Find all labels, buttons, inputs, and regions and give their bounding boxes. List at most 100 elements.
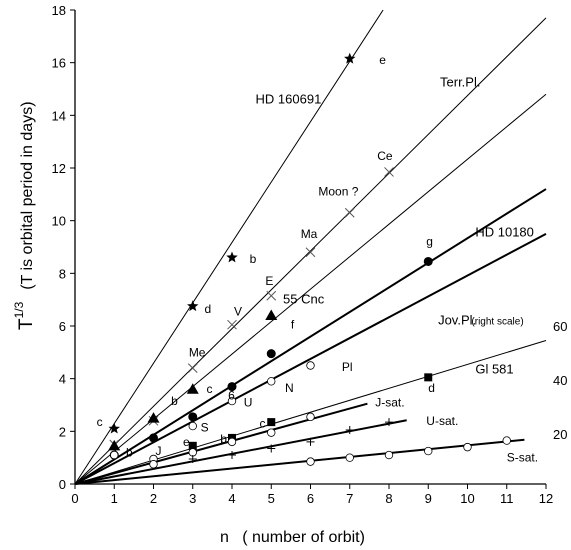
annotation-label: Me	[189, 345, 206, 359]
annotation-label: HD 160691	[256, 91, 322, 106]
circles-point	[188, 412, 198, 422]
annotation-label: Ma	[301, 227, 318, 241]
y-tick-label: 12	[52, 161, 66, 176]
open-circles-point	[267, 377, 276, 386]
x-tick-label: 1	[111, 491, 118, 506]
annotation-label: V	[234, 304, 242, 318]
y-axis-label: T1/3 (T is orbital period in days)	[12, 101, 37, 330]
plus-point	[385, 418, 393, 427]
y-axis-label-sup: 1/3	[12, 301, 26, 318]
annotation-label: 6	[228, 389, 235, 403]
circles-point	[266, 349, 276, 359]
annotation-label: 55 Cnc	[283, 292, 325, 307]
annotation-label: N	[285, 381, 294, 395]
plus-point	[267, 444, 276, 453]
annotation-label: Jov.Pl.	[438, 313, 476, 328]
triangles-point	[265, 309, 278, 320]
annotation-label: g	[426, 235, 433, 249]
annotation-label: Gl 581	[475, 361, 513, 376]
circles-point	[423, 256, 433, 266]
fit-line-2	[74, 93, 547, 485]
open-circles-point	[424, 446, 433, 456]
annotation-label: S-sat.	[507, 451, 538, 465]
open-circles-point	[306, 457, 315, 466]
crosses-point	[305, 247, 316, 258]
annotation-label: c	[259, 416, 265, 430]
crosses-point	[266, 290, 277, 301]
open-circles-point	[502, 436, 511, 445]
annotation-label: Pl	[342, 360, 353, 374]
y-tick-label: 2	[59, 424, 66, 439]
open-circles-point	[306, 361, 315, 370]
triangles-point	[147, 412, 160, 423]
circles-point	[149, 433, 158, 443]
annotation-label: e	[183, 435, 190, 449]
annotation-label: c	[97, 415, 103, 429]
y-tick-label: 14	[52, 108, 66, 123]
open-circles-point	[110, 450, 119, 460]
plus-point	[228, 451, 236, 460]
annotation-label: f	[291, 318, 295, 332]
x-tick-label: 3	[189, 491, 196, 506]
open-circles-point	[306, 412, 315, 422]
stars-point	[344, 52, 356, 64]
triangles-point	[108, 439, 121, 451]
fit-line-1	[74, 17, 547, 485]
right-tick-label: 20	[553, 427, 567, 442]
open-circles-point	[345, 453, 354, 462]
annotation-label: b	[171, 394, 178, 408]
annotation-label: Terr.Pl.	[440, 74, 480, 89]
annotation-label: c	[206, 382, 212, 396]
crosses-point	[384, 167, 394, 177]
open-circles-point	[149, 460, 158, 469]
x-tick-label: 9	[425, 491, 432, 506]
open-circles-point	[227, 396, 237, 406]
annotation-label: E	[265, 274, 273, 288]
y-tick-label: 4	[59, 372, 66, 387]
annotation-label: d	[205, 302, 212, 316]
open-circles-point	[188, 421, 197, 431]
y-tick-label: 18	[52, 3, 66, 18]
annotation-label: U-sat.	[426, 414, 458, 428]
x-tick-label: 6	[307, 491, 314, 506]
annotation-label: d	[428, 381, 435, 395]
crosses-point	[227, 319, 237, 330]
squares-point	[424, 373, 433, 382]
annotation-label: b	[126, 445, 133, 459]
annotation-label: HD 10180	[475, 224, 534, 239]
y-axis-label-main: T	[16, 318, 37, 330]
annotations: HD 160691 Terr.Pl. HD 10180 55 Cnc Jov.Pl.(r…	[97, 53, 539, 465]
plus-point	[188, 454, 197, 463]
open-circles-point	[463, 442, 472, 452]
fit-line-6	[74, 402, 368, 485]
y-tick-label: 0	[59, 477, 66, 492]
plus-point	[306, 437, 315, 446]
y-axis-label-note: (T is orbital period in days)	[19, 101, 36, 289]
circles-point	[227, 382, 237, 392]
annotation-label: b	[250, 252, 257, 266]
stars-point	[226, 251, 238, 263]
y-tick-label: 6	[59, 319, 66, 334]
annotation-label: e	[379, 53, 386, 67]
right-tick-label: 40	[553, 373, 567, 388]
annotation-label: S	[201, 420, 209, 434]
x-tick-label: 5	[268, 491, 275, 506]
plus-point	[345, 426, 354, 435]
fit-line-4	[74, 232, 547, 485]
x-axis-label: n ( number of orbit)	[220, 529, 365, 546]
annotation-label: (right scale)	[471, 317, 523, 328]
annotation-label: b	[220, 432, 227, 446]
y-tick-label: 10	[52, 214, 66, 229]
crosses-point	[187, 363, 198, 373]
open-circles-point	[267, 428, 276, 437]
stars-point	[108, 422, 120, 434]
triangles-point	[186, 383, 199, 394]
annotation-label: Ce	[377, 149, 393, 163]
fit-line-7	[74, 419, 407, 485]
x-tick-label: 10	[460, 491, 474, 506]
annotation-label: J-sat.	[375, 395, 404, 409]
fit-line-8	[74, 438, 525, 485]
x-tick-label: 11	[500, 491, 514, 506]
crosses-point	[344, 207, 355, 218]
